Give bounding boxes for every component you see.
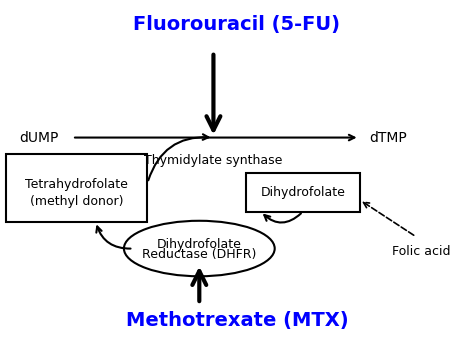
Text: Folic acid: Folic acid: [392, 245, 450, 258]
Text: Dihydrofolate: Dihydrofolate: [157, 238, 242, 251]
Text: Thymidylate synthase: Thymidylate synthase: [144, 154, 283, 166]
Text: Methotrexate (MTX): Methotrexate (MTX): [126, 311, 348, 330]
Text: dUMP: dUMP: [19, 131, 59, 144]
FancyBboxPatch shape: [6, 154, 147, 222]
FancyBboxPatch shape: [246, 173, 359, 212]
Text: Reductase (DHFR): Reductase (DHFR): [142, 248, 256, 261]
Ellipse shape: [124, 221, 275, 276]
Text: Tetrahydrofolate: Tetrahydrofolate: [25, 178, 128, 191]
Text: dTMP: dTMP: [369, 131, 407, 144]
Text: Fluorouracil (5-FU): Fluorouracil (5-FU): [134, 15, 340, 35]
Text: (methyl donor): (methyl donor): [30, 195, 124, 208]
Text: Dihydrofolate: Dihydrofolate: [261, 185, 346, 199]
